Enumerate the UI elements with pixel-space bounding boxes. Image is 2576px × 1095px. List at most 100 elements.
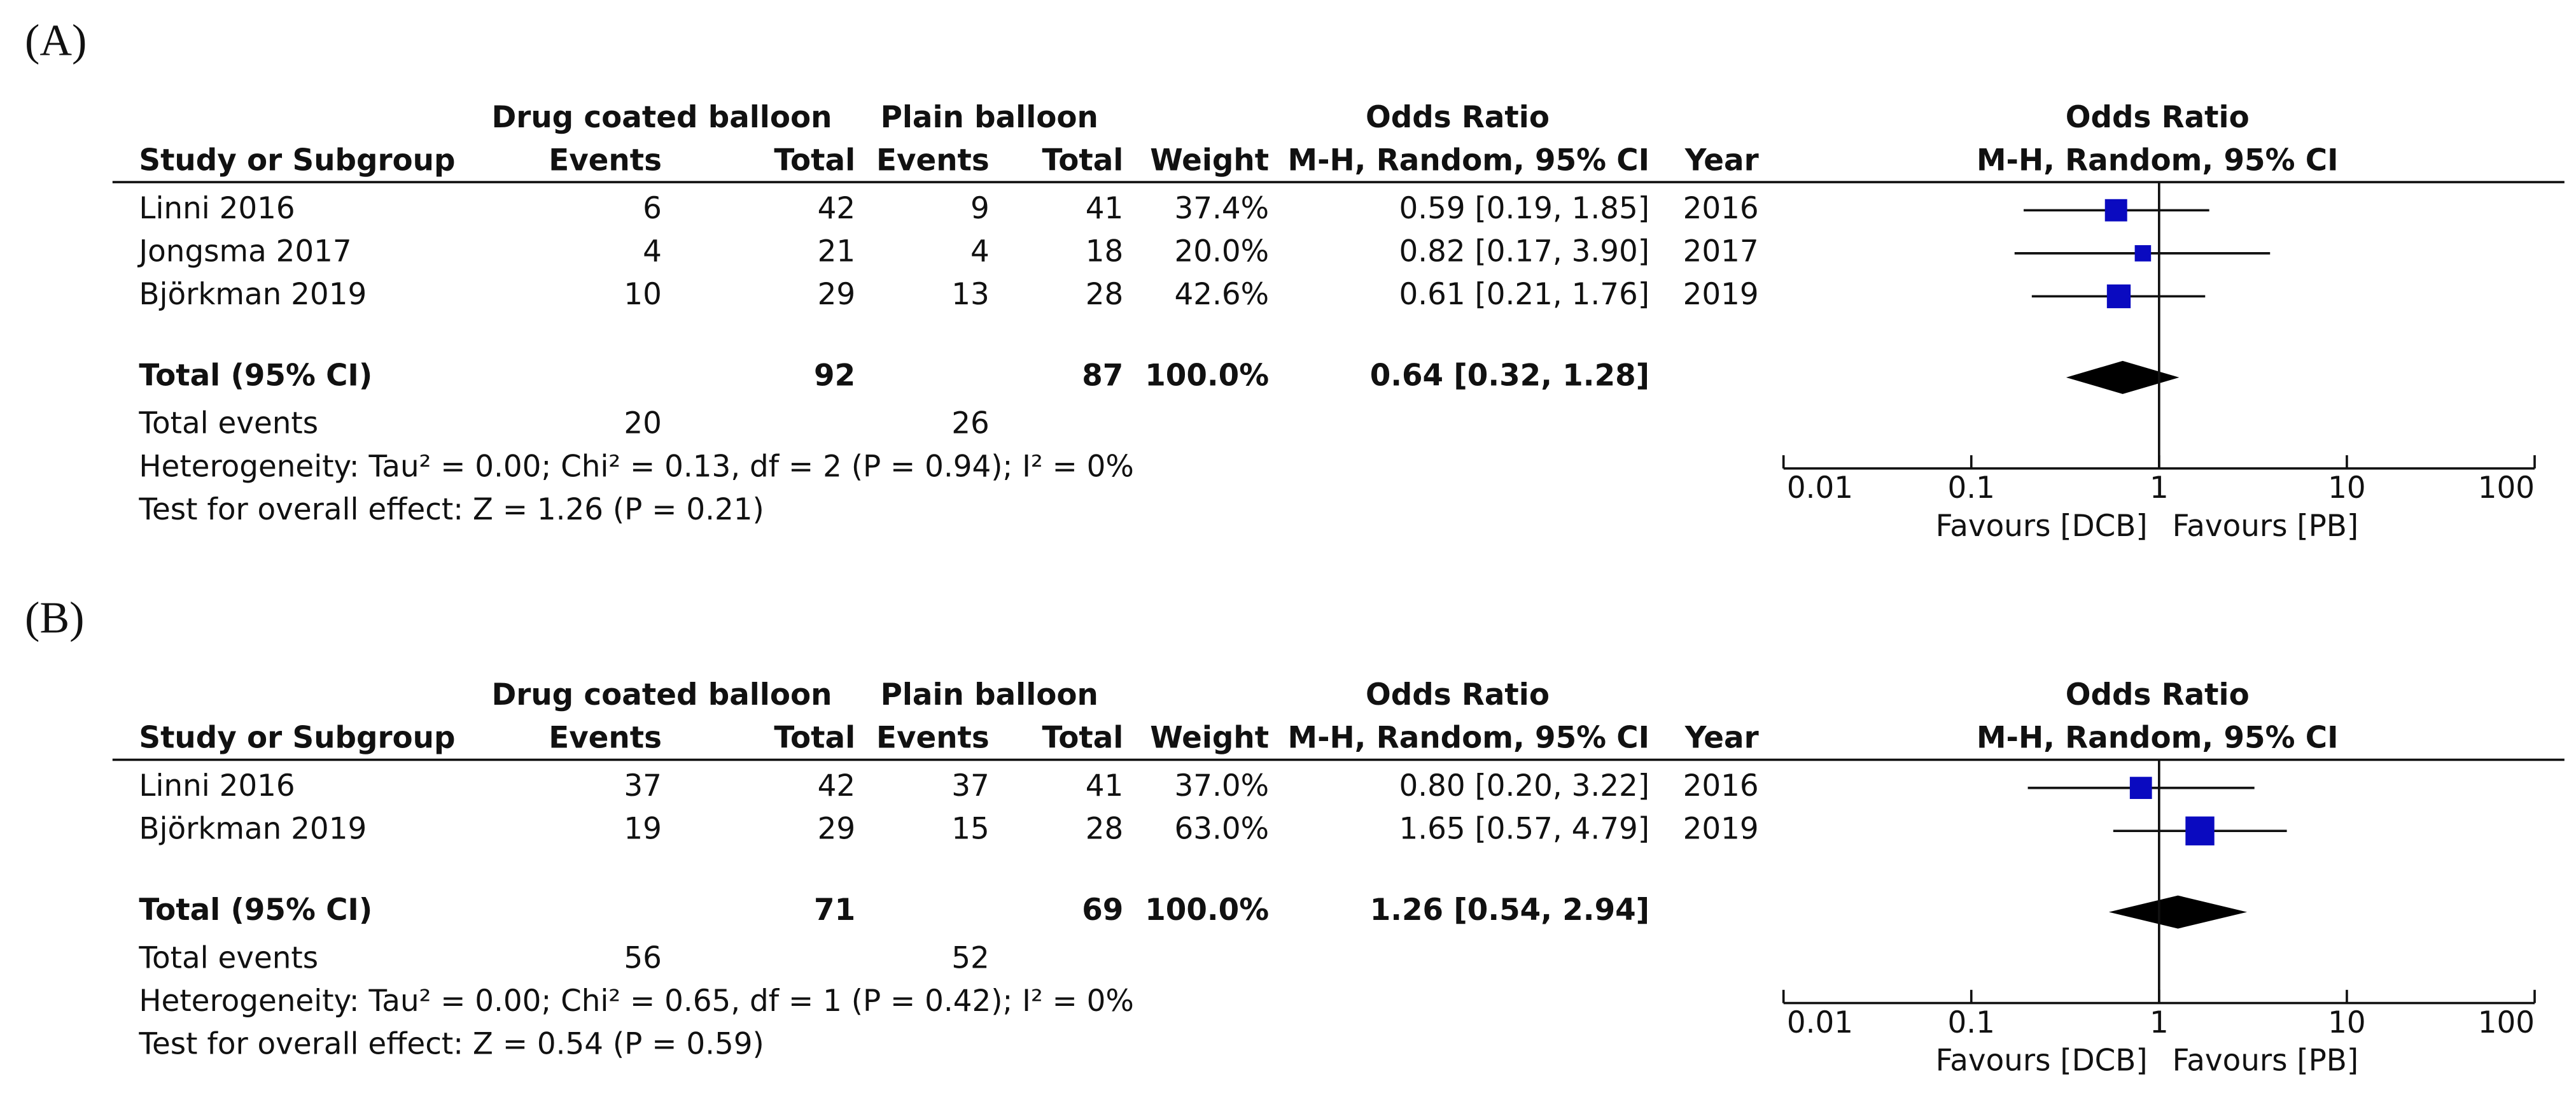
column-header: Year <box>1684 721 1759 756</box>
total: 41 <box>1086 769 1124 803</box>
weight: 100.0% <box>1145 358 1269 393</box>
events: 10 <box>624 278 662 312</box>
year: 2016 <box>1683 192 1759 226</box>
column-header: Weight <box>1150 143 1269 178</box>
column-header: M-H, Random, 95% CI <box>1288 721 1650 756</box>
study-square <box>2129 777 2152 800</box>
group-header: Drug coated balloon <box>491 101 832 135</box>
x-tick-label: 0.1 <box>1948 1006 1995 1040</box>
panel-label: (A) <box>25 15 87 65</box>
favours-left: Favours [DCB] <box>1936 509 2148 544</box>
x-tick-label: 1 <box>2150 1006 2169 1040</box>
forest-panel: (A) Drug coated balloon Plain balloon Odds … <box>25 15 2565 544</box>
total: 87 <box>1082 358 1123 393</box>
total: 28 <box>1086 812 1124 847</box>
favours-right: Favours [PB] <box>2173 1044 2359 1078</box>
events: 6 <box>643 192 662 226</box>
year: 2016 <box>1683 769 1759 803</box>
year: 2017 <box>1683 234 1759 269</box>
year: 2019 <box>1683 812 1759 847</box>
weight: 20.0% <box>1174 234 1269 269</box>
total: 29 <box>818 278 856 312</box>
odds-ratio: 0.64 [0.32, 1.28] <box>1370 358 1649 393</box>
column-header: M-H, Random, 95% CI <box>1288 143 1650 178</box>
group-header: Odds Ratio <box>1366 678 1550 712</box>
total-events-label: Total events <box>138 407 318 441</box>
total: 69 <box>1082 893 1123 928</box>
overall-effect: Test for overall effect: Z = 1.26 (P = 0… <box>138 493 764 527</box>
total-diamond <box>2066 360 2180 394</box>
events: 15 <box>951 812 990 847</box>
x-tick-label: 0.1 <box>1948 471 1995 505</box>
total: 18 <box>1086 234 1124 269</box>
group-header: Odds Ratio <box>1366 101 1550 135</box>
odds-ratio: 0.59 [0.19, 1.85] <box>1399 192 1649 226</box>
study-square <box>2134 245 2152 262</box>
total: 21 <box>818 234 856 269</box>
forest-panel: (B) Drug coated balloon Plain balloon Odds … <box>25 593 2565 1078</box>
study-name: Linni 2016 <box>139 192 295 226</box>
events: 37 <box>951 769 990 803</box>
total-name: Total (95% CI) <box>139 893 372 928</box>
overall-effect: Test for overall effect: Z = 0.54 (P = 0… <box>138 1028 764 1062</box>
total: 71 <box>814 893 855 928</box>
group-header: Odds Ratio <box>2066 101 2250 135</box>
total: 29 <box>818 812 856 847</box>
column-header: Events <box>549 721 662 756</box>
events: 52 <box>951 942 990 976</box>
study-square <box>2185 816 2215 845</box>
total-diamond <box>2108 895 2248 929</box>
column-header: Events <box>876 143 990 178</box>
events: 26 <box>951 407 990 441</box>
odds-ratio: 1.65 [0.57, 4.79] <box>1399 812 1649 847</box>
events: 56 <box>624 942 662 976</box>
column-header: M-H, Random, 95% CI <box>1977 721 2339 756</box>
column-header: Study or Subgroup <box>139 143 455 178</box>
group-header: Plain balloon <box>881 678 1098 712</box>
events: 4 <box>643 234 662 269</box>
odds-ratio: 0.80 [0.20, 3.22] <box>1399 769 1649 803</box>
column-header: Total <box>1042 721 1124 756</box>
heterogeneity: Heterogeneity: Tau² = 0.00; Chi² = 0.13,… <box>139 449 1134 484</box>
column-header: Total <box>774 721 855 756</box>
column-header: Total <box>774 143 855 178</box>
study-name: Jongsma 2017 <box>137 234 351 269</box>
weight: 42.6% <box>1174 278 1269 312</box>
weight: 37.0% <box>1174 769 1269 803</box>
total-events-label: Total events <box>138 942 318 976</box>
events: 20 <box>624 407 662 441</box>
events: 4 <box>970 234 990 269</box>
group-header: Odds Ratio <box>2066 678 2250 712</box>
column-header: Study or Subgroup <box>139 721 455 756</box>
study-square <box>2106 284 2131 309</box>
x-tick-label: 10 <box>2328 1006 2366 1040</box>
total-name: Total (95% CI) <box>139 358 372 393</box>
study-name: Björkman 2019 <box>139 278 367 312</box>
column-header: Weight <box>1150 721 1269 756</box>
weight: 63.0% <box>1174 812 1269 847</box>
column-header: M-H, Random, 95% CI <box>1977 143 2339 178</box>
events: 37 <box>624 769 662 803</box>
total: 42 <box>818 192 856 226</box>
column-header: Events <box>876 721 990 756</box>
odds-ratio: 0.82 [0.17, 3.90] <box>1399 234 1649 269</box>
events: 9 <box>970 192 990 226</box>
total: 92 <box>814 358 855 393</box>
odds-ratio: 1.26 [0.54, 2.94] <box>1370 893 1649 928</box>
x-tick-label: 0.01 <box>1787 471 1853 505</box>
x-tick-label: 1 <box>2150 471 2169 505</box>
x-tick-label: 0.01 <box>1787 1006 1853 1040</box>
x-tick-label: 10 <box>2328 471 2366 505</box>
study-name: Linni 2016 <box>139 769 295 803</box>
odds-ratio: 0.61 [0.21, 1.76] <box>1399 278 1649 312</box>
favours-right: Favours [PB] <box>2173 509 2359 544</box>
column-header: Total <box>1042 143 1124 178</box>
total: 42 <box>818 769 856 803</box>
weight: 37.4% <box>1174 192 1269 226</box>
panel-label: (B) <box>25 593 85 643</box>
weight: 100.0% <box>1145 893 1269 928</box>
events: 13 <box>951 278 990 312</box>
x-tick-label: 100 <box>2478 471 2535 505</box>
column-header: Events <box>549 143 662 178</box>
group-header: Drug coated balloon <box>491 678 832 712</box>
